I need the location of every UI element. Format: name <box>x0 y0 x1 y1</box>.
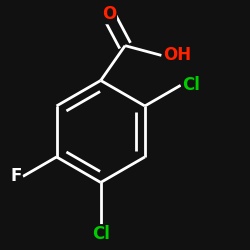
Text: O: O <box>102 6 116 24</box>
Text: OH: OH <box>163 46 191 64</box>
Text: Cl: Cl <box>92 225 110 243</box>
Text: Cl: Cl <box>182 76 200 94</box>
Text: F: F <box>10 168 22 186</box>
